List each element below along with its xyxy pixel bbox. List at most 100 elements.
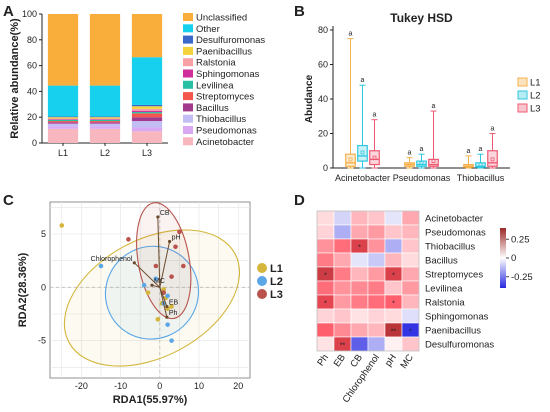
- heatmap-cell: [350, 224, 369, 240]
- y-tick-label: 60: [318, 60, 328, 70]
- heatmap-cell: [316, 308, 335, 324]
- bar-segment: [131, 106, 163, 109]
- legend-swatch: [517, 103, 528, 113]
- legend-swatch: [183, 114, 193, 123]
- significance-marker: *: [409, 329, 412, 336]
- row-label: Levilinea: [425, 284, 463, 295]
- bar-segment: [89, 121, 121, 123]
- mean-marker: [360, 150, 365, 155]
- heatmap-cell: [333, 322, 352, 338]
- legend-swatch: [183, 58, 193, 67]
- box: [369, 150, 380, 166]
- heatmap-cell: [384, 238, 403, 254]
- bar-segment: [89, 123, 121, 127]
- vector-label: Ph: [169, 310, 178, 317]
- heatmap-cell: [401, 210, 420, 226]
- bar-segment: [47, 14, 79, 86]
- panel-letter-d: D: [294, 192, 305, 209]
- bar-segment: [47, 119, 79, 120]
- bar-segment: [47, 121, 79, 123]
- sample-point: [165, 293, 170, 299]
- bar-segment: [131, 127, 163, 132]
- bar-segment: [89, 117, 121, 119]
- bar-segment: [89, 119, 121, 120]
- heatmap-cell: [350, 336, 369, 352]
- sample-point: [98, 263, 104, 269]
- heatmap-cell: [333, 210, 352, 226]
- panel-c-rda-biplot: -20 -10 0 10 20 -5 0 5 RDA1(55.97%) RDA2(28.36%) C…: [17, 201, 283, 406]
- x-tick-label: Acinetobacter: [335, 173, 390, 183]
- heatmap-cell: [384, 336, 403, 352]
- heatmap-cell: [401, 238, 420, 254]
- sample-point: [155, 317, 161, 322]
- bar-segment: [89, 116, 121, 118]
- x-tick-label: L1: [58, 148, 68, 158]
- legend-label: Other: [196, 24, 220, 35]
- sample-point: [181, 263, 186, 269]
- heatmap-cell: [367, 280, 386, 296]
- mean-marker: [478, 162, 483, 167]
- panel-letter-a: A: [3, 3, 14, 20]
- heatmap-frame: [316, 210, 420, 352]
- x-tick-label: L2: [100, 148, 110, 158]
- significance-letter: a: [432, 103, 436, 110]
- heatmap-cell: [333, 224, 352, 240]
- heatmap-cell: [401, 280, 420, 296]
- significance-marker: *: [358, 245, 361, 252]
- heatmap-cell: [316, 280, 335, 296]
- vector-label: Chlorophenol: [91, 256, 133, 263]
- legend-label: Streptomyces: [196, 92, 254, 103]
- row-label: Thiobacillus: [425, 242, 475, 253]
- sample-point: [165, 322, 170, 327]
- sample-point: [169, 338, 174, 343]
- heatmap-cell: [333, 266, 352, 282]
- column-label: EB: [332, 352, 348, 369]
- heatmap-cell: [333, 308, 352, 324]
- row-label: Bacillus: [425, 256, 458, 267]
- x-axis-title: RDA1(55.97%): [113, 394, 188, 406]
- sample-point: [169, 274, 174, 279]
- legend-label: Unclassified: [196, 13, 247, 24]
- colorbar: [500, 228, 506, 288]
- legend-label: L2: [530, 91, 541, 102]
- heatmap-cell: [333, 280, 352, 296]
- y-tick-label: 80: [318, 25, 328, 35]
- panel-letter-b: B: [294, 3, 305, 20]
- sample-point: [177, 229, 182, 235]
- heatmap-cell: [350, 210, 369, 226]
- heatmap-cell: [350, 308, 369, 324]
- env-vector: [159, 287, 168, 318]
- significance-marker: *: [324, 273, 327, 280]
- vector-label: CB: [160, 210, 170, 217]
- heatmap-cell: [367, 224, 386, 240]
- x-tick-label: Thiobacillus: [457, 173, 505, 183]
- heatmap-cell: [316, 210, 335, 226]
- legend-swatch: [517, 90, 528, 100]
- box: [345, 153, 356, 167]
- heatmap-cell: [350, 266, 369, 282]
- heatmap-cell: [350, 252, 369, 268]
- bar-segment: [89, 118, 121, 120]
- legend-swatch: [183, 13, 193, 21]
- heatmap-cell: [401, 224, 420, 240]
- legend-marker: [257, 263, 267, 273]
- colorbar-label: 0.25: [511, 234, 530, 245]
- legend-swatch: [183, 80, 193, 89]
- significance-letter: a: [349, 31, 353, 38]
- significance-letter: a: [467, 148, 471, 155]
- legend-swatch: [183, 103, 193, 112]
- legend-swatch: [183, 35, 193, 44]
- legend-label: L1: [530, 78, 541, 89]
- bar-segment: [47, 85, 79, 117]
- mean-marker: [466, 164, 471, 169]
- mean-marker: [431, 159, 436, 164]
- mean-marker: [372, 155, 377, 160]
- significance-marker: *: [392, 273, 395, 280]
- y-axis-title: Abudance: [304, 74, 315, 123]
- env-vector: [133, 262, 161, 288]
- bar-segment: [47, 123, 79, 127]
- legend-label: Bacillus: [196, 103, 229, 114]
- row-label: Pseudomonas: [425, 228, 486, 239]
